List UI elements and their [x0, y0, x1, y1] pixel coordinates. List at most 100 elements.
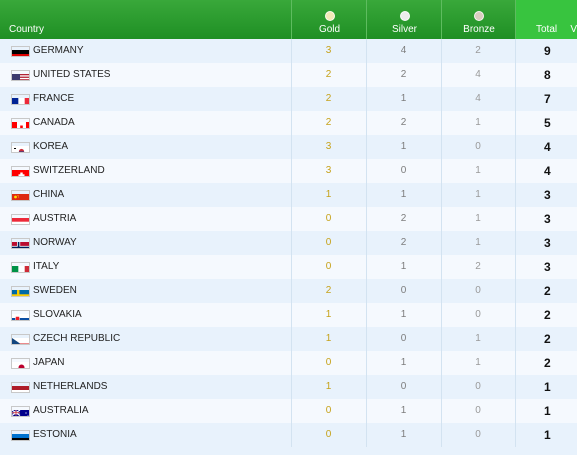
- header-silver[interactable]: Silver: [366, 0, 442, 39]
- country-cell: KOREA: [0, 135, 291, 159]
- table-row[interactable]: KOREA 3 1 0 4: [0, 135, 577, 159]
- gold-count: 2: [325, 93, 332, 104]
- country-name[interactable]: AUSTRALIA: [33, 405, 89, 416]
- column-divider: [366, 303, 367, 327]
- country-name[interactable]: KOREA: [33, 141, 69, 152]
- switzerland-flag-icon: [11, 166, 30, 177]
- column-divider: [441, 399, 442, 423]
- italy-flag-icon: [11, 262, 30, 273]
- column-divider: [441, 255, 442, 279]
- table-body: GERMANY 3 4 2 9 UNITED STATES 2 2 4 8 FRANCE 2 1 4 7 CA…: [0, 39, 577, 447]
- column-divider: [291, 327, 292, 351]
- bronze-count: 0: [475, 405, 481, 416]
- column-divider: [291, 183, 292, 207]
- header-total-label: Total: [536, 24, 558, 35]
- column-divider: [515, 39, 516, 63]
- sweden-flag-icon: [11, 286, 30, 297]
- country-name[interactable]: CZECH REPUBLIC: [33, 333, 121, 344]
- country-name[interactable]: NETHERLANDS: [33, 381, 108, 392]
- column-divider: [441, 183, 442, 207]
- silver-count: 2: [400, 117, 407, 128]
- country-name[interactable]: SLOVAKIA: [33, 309, 82, 320]
- silver-count: 1: [400, 261, 407, 272]
- column-divider: [291, 231, 292, 255]
- total-count: 2: [515, 351, 577, 375]
- country-name[interactable]: SWEDEN: [33, 285, 77, 296]
- country-name[interactable]: SWITZERLAND: [33, 165, 105, 176]
- total-count: 2: [515, 279, 577, 303]
- header-silver-label: Silver: [391, 24, 417, 35]
- silver-count: 0: [400, 333, 407, 344]
- country-name[interactable]: UNITED STATES: [33, 69, 111, 80]
- column-divider: [515, 111, 516, 135]
- column-divider: [366, 423, 367, 447]
- header-total-more: V: [570, 24, 577, 35]
- country-cell: ESTONIA: [0, 423, 291, 447]
- table-row[interactable]: AUSTRIA 0 2 1 3: [0, 207, 577, 231]
- total-value: 7: [544, 92, 551, 106]
- korea-flag-icon: [11, 142, 30, 153]
- header-gold[interactable]: Gold: [291, 0, 367, 39]
- bronze-count: 4: [475, 93, 481, 104]
- bronze-count: 0: [475, 381, 481, 392]
- total-count: 2: [515, 327, 577, 351]
- column-divider: [441, 375, 442, 399]
- silver-count: 0: [400, 381, 407, 392]
- bronze-count: 2: [475, 261, 481, 272]
- silver-count: 1: [400, 93, 407, 104]
- country-name[interactable]: ESTONIA: [33, 429, 77, 440]
- japan-flag-icon: [11, 358, 30, 369]
- country-name[interactable]: JAPAN: [33, 357, 65, 368]
- table-row[interactable]: NORWAY 0 2 1 3: [0, 231, 577, 255]
- gold-count: 0: [325, 261, 332, 272]
- table-row[interactable]: CHINA 1 1 1 3: [0, 183, 577, 207]
- norway-flag-icon: [11, 238, 30, 249]
- column-divider: [291, 423, 292, 447]
- slovakia-flag-icon: [11, 310, 30, 321]
- total-value: 2: [544, 332, 551, 346]
- header-total[interactable]: Total V: [515, 0, 577, 39]
- silver-count: 0: [400, 165, 407, 176]
- table-row[interactable]: AUSTRALIA 0 1 0 1: [0, 399, 577, 423]
- column-divider: [441, 231, 442, 255]
- total-value: 2: [544, 284, 551, 298]
- column-divider: [291, 207, 292, 231]
- gold-count: 2: [325, 69, 332, 80]
- column-divider: [291, 375, 292, 399]
- header-bronze[interactable]: Bronze: [441, 0, 516, 39]
- column-divider: [366, 159, 367, 183]
- total-count: 3: [515, 255, 577, 279]
- table-row[interactable]: SWITZERLAND 3 0 1 4: [0, 159, 577, 183]
- country-cell: SLOVAKIA: [0, 303, 291, 327]
- country-name[interactable]: NORWAY: [33, 237, 77, 248]
- total-count: 3: [515, 183, 577, 207]
- country-name[interactable]: FRANCE: [33, 93, 75, 104]
- table-row[interactable]: JAPAN 0 1 1 2: [0, 351, 577, 375]
- total-value: 1: [544, 404, 551, 418]
- germany-flag-icon: [11, 46, 30, 57]
- country-cell: GERMANY: [0, 39, 291, 63]
- country-name[interactable]: ITALY: [33, 261, 60, 272]
- table-row[interactable]: CZECH REPUBLIC 1 0 1 2: [0, 327, 577, 351]
- gold-count: 0: [325, 429, 332, 440]
- header-country[interactable]: Country: [0, 0, 291, 39]
- table-row[interactable]: GERMANY 3 4 2 9: [0, 39, 577, 63]
- table-row[interactable]: SLOVAKIA 1 1 0 2: [0, 303, 577, 327]
- country-name[interactable]: GERMANY: [33, 45, 84, 56]
- table-row[interactable]: CANADA 2 2 1 5: [0, 111, 577, 135]
- country-cell: JAPAN: [0, 351, 291, 375]
- total-value: 2: [544, 308, 551, 322]
- gold-count: 3: [325, 141, 332, 152]
- bronze-count: 1: [475, 333, 481, 344]
- table-row[interactable]: NETHERLANDS 1 0 0 1: [0, 375, 577, 399]
- column-divider: [441, 423, 442, 447]
- table-row[interactable]: UNITED STATES 2 2 4 8: [0, 63, 577, 87]
- country-name[interactable]: CHINA: [33, 189, 65, 200]
- table-row[interactable]: FRANCE 2 1 4 7: [0, 87, 577, 111]
- table-row[interactable]: ESTONIA 0 1 0 1: [0, 423, 577, 447]
- table-row[interactable]: ITALY 0 1 2 3: [0, 255, 577, 279]
- country-name[interactable]: AUSTRIA: [33, 213, 77, 224]
- country-name[interactable]: CANADA: [33, 117, 75, 128]
- estonia-flag-icon: [11, 430, 30, 441]
- table-row[interactable]: SWEDEN 2 0 0 2: [0, 279, 577, 303]
